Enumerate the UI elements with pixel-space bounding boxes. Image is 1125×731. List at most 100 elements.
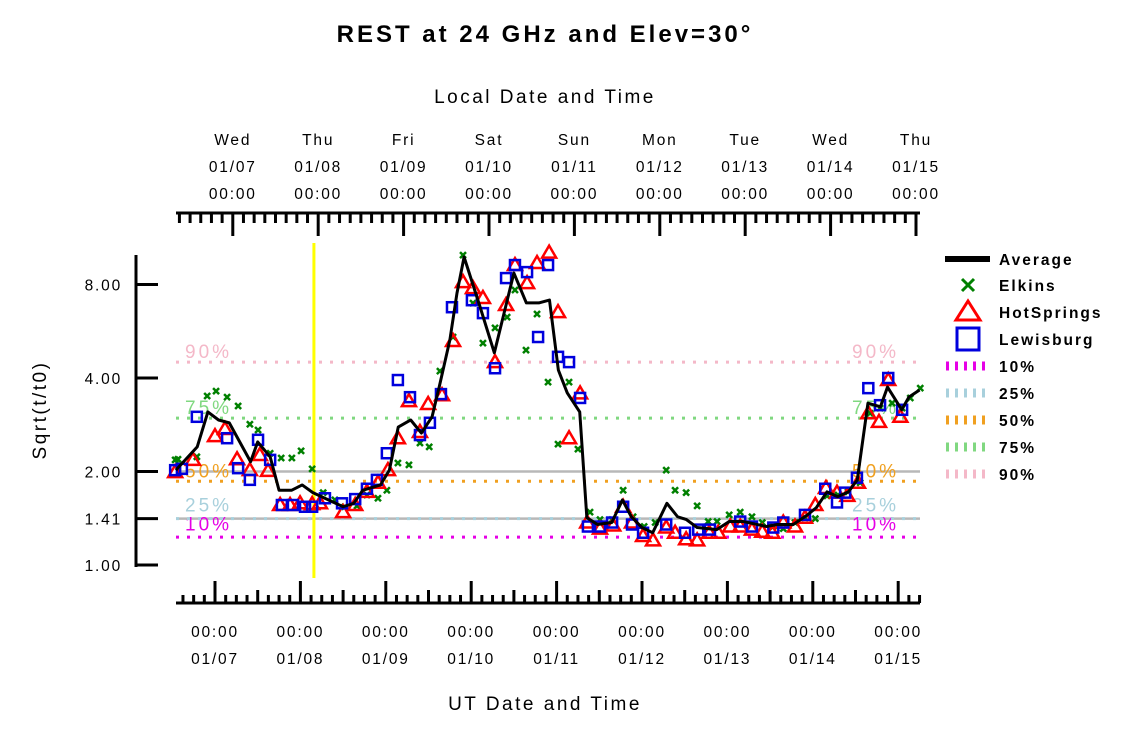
lewisburg-point [168, 463, 182, 477]
top-tick-date: 01/12 [636, 159, 684, 176]
top-tick-date: 01/09 [380, 159, 428, 176]
top-tick-day: Sat [475, 132, 504, 149]
top-tick-time: 00:00 [294, 186, 342, 203]
lewisburg-point [318, 492, 332, 505]
lewisburg-point [499, 271, 513, 285]
lewisburg-point [520, 265, 534, 279]
percentile-label-right: 90% [852, 342, 899, 363]
hotsprings-point [742, 520, 762, 536]
top-tick-date: 01/08 [294, 159, 342, 176]
legend-item-lewisburg: Lewisburg [955, 326, 1095, 352]
y-tick-label: 1.41 [85, 512, 122, 529]
legend-label: 25% [999, 386, 1036, 403]
legend-label: Elkins [999, 278, 1057, 295]
lewisburg-point [305, 500, 319, 514]
lewisburg-point [380, 446, 394, 460]
elkins-point [308, 464, 317, 473]
legend-item-hotsprings: HotSprings [953, 298, 1101, 322]
elkins-point [671, 486, 679, 495]
elkins-point [374, 494, 382, 503]
lewisburg-point [745, 520, 759, 533]
x-tick-time: 00:00 [618, 624, 666, 641]
x-axis-title: UT Date and Time [448, 694, 642, 715]
lewisburg-point [508, 258, 522, 272]
elkins-point [748, 512, 756, 521]
lewisburg-point [286, 498, 300, 512]
hotsprings-point [418, 394, 438, 411]
legend-label: 50% [999, 413, 1036, 430]
hotsprings-point [517, 273, 537, 290]
y-axis-title: Sqrt(t/t0) [30, 361, 51, 460]
top-tick-time: 00:00 [636, 186, 684, 203]
hotsprings-point [859, 403, 878, 420]
x-tick-time: 00:00 [789, 624, 837, 641]
y-tick-label: 8.00 [85, 278, 122, 295]
x-tick-date: 01/07 [191, 651, 239, 668]
top-tick-day: Thu [302, 132, 334, 149]
hotsprings-point [559, 428, 579, 445]
x-tick-date: 01/11 [533, 651, 580, 668]
x-tick-time: 00:00 [191, 624, 239, 641]
top-tick-time: 00:00 [721, 186, 769, 203]
elkins-point [297, 447, 305, 455]
x-tick-date: 01/13 [704, 651, 752, 668]
elkins-point [888, 399, 897, 408]
lewisburg-point [838, 486, 852, 499]
hotsprings-point [721, 517, 740, 533]
series-average [174, 255, 921, 535]
lewisburg-point [593, 520, 607, 533]
top-tick-date: 01/13 [721, 159, 769, 176]
elkins-point [682, 488, 691, 497]
axes: 8.00 4.00 2.00 1.41 1.00 Wed 01/07 00:00 Thu 01/0… [85, 132, 940, 668]
elkins-point [394, 459, 402, 467]
hotsprings-point [753, 522, 772, 538]
elkins-point [725, 510, 734, 519]
lewisburg-point [678, 526, 692, 540]
hotsprings-point [485, 352, 505, 369]
lewisburg-point [541, 258, 555, 272]
top-tick-time: 00:00 [892, 186, 940, 203]
top-tick-time: 00:00 [550, 186, 598, 203]
elkins-point [223, 393, 231, 402]
lewisburg-point [243, 473, 257, 487]
x-tick-date: 01/15 [874, 651, 922, 668]
top-tick-time: 00:00 [465, 186, 513, 203]
legend-item-percentile: 50% [946, 413, 1036, 430]
x-tick-date: 01/14 [789, 651, 837, 668]
percentile-label-left: 75% [185, 398, 232, 419]
legend-line-icon [945, 256, 990, 262]
elkins-point [479, 339, 487, 348]
hotsprings-point [527, 253, 547, 270]
elkins-point [203, 392, 212, 400]
legend-label: Lewisburg [999, 332, 1095, 349]
lewisburg-point [348, 492, 362, 506]
x-tick-time: 00:00 [447, 624, 495, 641]
top-tick-time: 00:00 [380, 186, 428, 203]
lewisburg-point [659, 518, 673, 531]
elkins-point [174, 455, 182, 464]
legend-label: 90% [999, 467, 1036, 484]
y-tick-label: 4.00 [85, 371, 122, 388]
top-tick-day: Tue [729, 132, 761, 149]
legend-item-percentile: 10% [946, 359, 1036, 376]
legend-triangle-icon [953, 298, 983, 322]
hotsprings-point [687, 530, 707, 547]
hotsprings-point [539, 243, 559, 259]
top-tick-date: 01/14 [807, 159, 855, 176]
top-tick-day: Wed [214, 132, 251, 149]
elkins-point [234, 402, 243, 410]
elkins-point [693, 501, 702, 510]
elkins-point [533, 310, 541, 318]
legend-label: 10% [999, 359, 1036, 376]
legend-square-icon [955, 326, 981, 352]
lewisburg-point [581, 520, 595, 533]
percentile-label-right: 10% [852, 515, 899, 536]
lewisburg-point [391, 373, 405, 387]
lewisburg-point [231, 461, 245, 475]
hotsprings-point [183, 450, 203, 467]
lewisburg-point [190, 410, 204, 424]
elkins-point [491, 323, 499, 332]
hotsprings-point [665, 523, 685, 540]
hotsprings-point [250, 445, 270, 462]
